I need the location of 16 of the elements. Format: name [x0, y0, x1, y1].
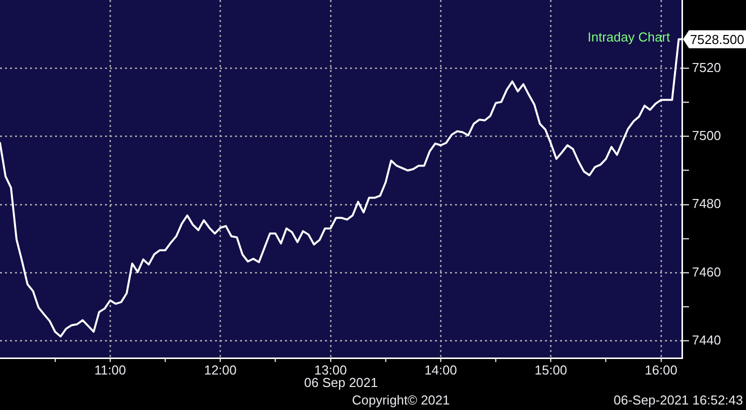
- y-tick-label: 7480: [692, 196, 721, 212]
- y-tick-label: 7520: [692, 60, 721, 75]
- x-axis-title: 06 Sep 2021: [304, 374, 378, 390]
- x-tick-label: 13:00: [314, 362, 347, 378]
- annotation: 7528.500: [690, 32, 744, 47]
- x-tick-label: 16:00: [644, 362, 678, 378]
- x-tick-label: 14:00: [424, 362, 457, 378]
- text: 06-Sep-2021 16:52:43: [614, 392, 743, 408]
- text: Copyright© 2021: [352, 392, 450, 408]
- x-tick-label: 12:00: [204, 362, 237, 378]
- x-tick-label: 11:00: [94, 362, 126, 378]
- y-tick-label: 7440: [692, 332, 721, 348]
- text: Intraday Chart: [588, 30, 670, 45]
- x-tick-label: 15:00: [534, 362, 568, 378]
- y-tick-label: 7500: [692, 128, 721, 143]
- y-tick-label: 7460: [692, 264, 721, 280]
